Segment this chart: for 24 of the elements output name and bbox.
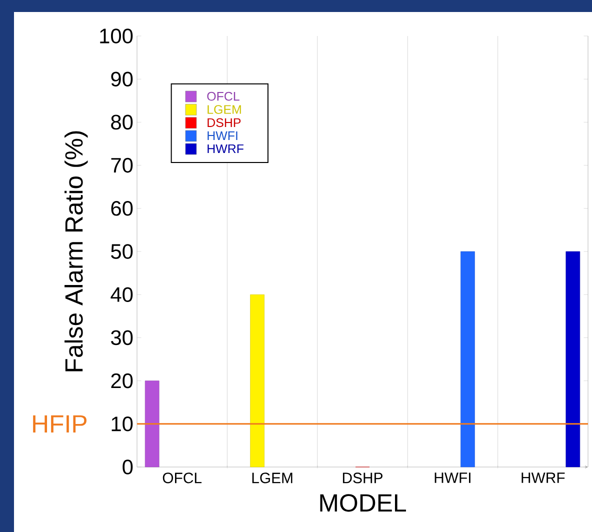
x-tick-label: OFCL	[162, 472, 202, 484]
y-tick-label: 20	[111, 373, 133, 388]
x-tick-label: DSHP	[342, 472, 382, 484]
y-tick-label: 10	[112, 416, 133, 432]
x-tick-label: HWFI	[434, 472, 470, 483]
legend-label: OFCL	[207, 92, 240, 101]
y-tick-label: 0	[122, 460, 133, 474]
x-axis-title: MODEL	[320, 494, 406, 512]
ref-line-label: HFIP	[33, 415, 86, 432]
legend-label: LGEM	[208, 105, 241, 114]
legend-label: DSHP	[208, 118, 241, 128]
legend-label: HWFI	[208, 131, 238, 140]
y-tick-label: 50	[111, 244, 133, 259]
y-tick-label: 70	[111, 158, 133, 173]
y-tick-label: 30	[111, 330, 133, 346]
y-tick-label: 40	[110, 287, 133, 302]
y-tick-label: 90	[111, 72, 133, 86]
x-tick-label: LGEM	[252, 472, 292, 484]
y-tick-label: 60	[111, 200, 133, 216]
y-tick-label: 80	[111, 114, 133, 130]
x-tick-label: HWRF	[522, 472, 565, 483]
legend-label: HWRF	[208, 144, 244, 154]
y-tick-label: 100	[100, 28, 133, 44]
y-axis-title: False Alarm Ratio (%)	[64, 131, 88, 372]
